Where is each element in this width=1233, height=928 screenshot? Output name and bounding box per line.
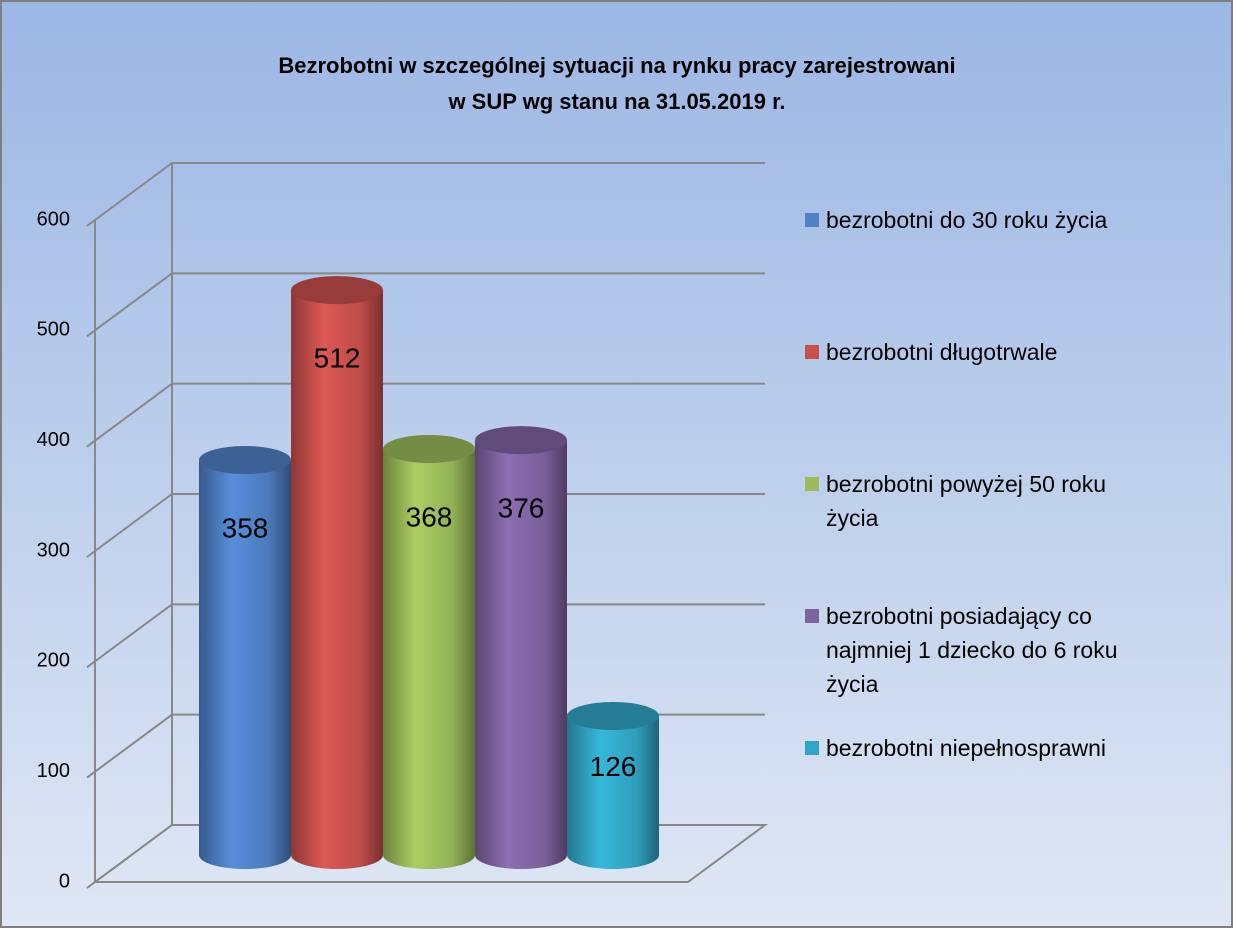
y-tick-label: 100 <box>37 760 70 782</box>
legend-swatch <box>805 213 819 227</box>
cylinder <box>199 460 291 869</box>
legend-label: bezrobotni do 30 roku życia <box>826 207 1108 233</box>
legend-label: bezrobotni długotrwale <box>826 339 1058 365</box>
y-tick-label: 300 <box>37 539 70 561</box>
value-label: 368 <box>406 501 453 532</box>
legend-label: bezrobotni niepełnosprawni <box>826 735 1107 761</box>
legend-item: bezrobotni do 30 roku życia <box>805 203 1150 237</box>
grid-line <box>86 162 765 227</box>
chart-title: Bezrobotni w szczególnej sytuacji na ryn… <box>278 53 955 78</box>
legend-item: bezrobotni długotrwale <box>805 335 1150 369</box>
legend-swatch <box>805 741 819 755</box>
value-label: 358 <box>222 512 269 543</box>
legend-swatch <box>805 345 819 359</box>
grid-line <box>86 272 765 338</box>
legend-item: bezrobotni posiadający co najmniej 1 dzi… <box>805 599 1150 701</box>
cylinder-top <box>567 701 659 730</box>
legend-label: bezrobotni powyżej 50 roku życia <box>826 471 1106 531</box>
cylinder <box>383 448 475 869</box>
y-tick-label: 400 <box>37 429 70 451</box>
y-tick-label: 600 <box>37 208 70 230</box>
cylinder-top <box>383 434 475 463</box>
y-tick-label: 200 <box>37 650 70 672</box>
legend-item: bezrobotni powyżej 50 roku życia <box>805 467 1150 535</box>
legend-swatch <box>805 609 819 623</box>
cylinder-top <box>291 276 383 305</box>
value-label: 376 <box>498 493 545 524</box>
value-label: 126 <box>590 751 637 782</box>
grid-line <box>86 382 765 448</box>
cylinder <box>567 715 659 869</box>
cylinder <box>291 290 383 869</box>
legend-item: bezrobotni niepełnosprawni <box>805 731 1150 765</box>
value-label: 512 <box>314 342 361 373</box>
legend-label: bezrobotni posiadający co najmniej 1 dzi… <box>826 603 1118 697</box>
y-tick-label: 0 <box>59 870 70 892</box>
legend-swatch <box>805 477 819 491</box>
y-tick-label: 500 <box>37 319 70 341</box>
cylinder <box>475 440 567 869</box>
cylinder-top <box>199 446 291 475</box>
chart-title: w SUP wg stanu na 31.05.2019 r. <box>447 89 785 114</box>
cylinder-top <box>475 426 567 455</box>
